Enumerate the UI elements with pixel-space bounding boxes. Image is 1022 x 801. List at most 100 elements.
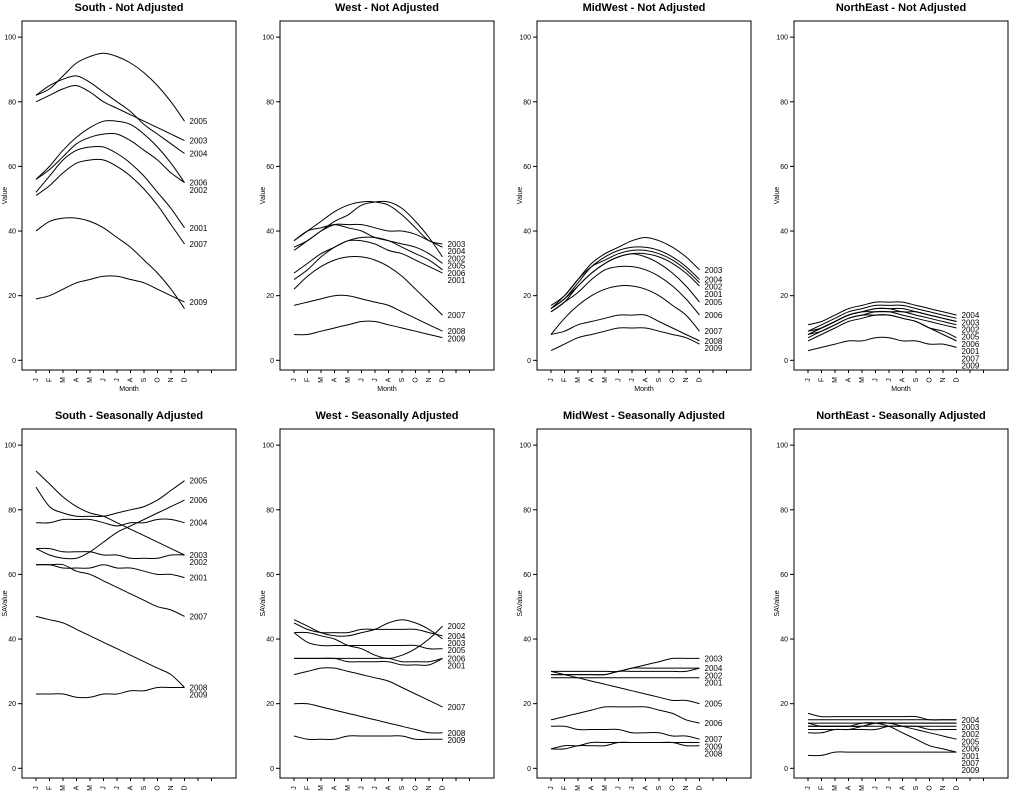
series-end-label: 2009: [448, 334, 466, 343]
x-tick-label: D: [182, 377, 189, 382]
series-line: [35, 615, 185, 688]
x-tick-label: O: [670, 377, 677, 383]
series-line: [807, 751, 957, 757]
series-end-label: 2005: [448, 646, 466, 655]
y-axis-label: Value: [2, 187, 9, 204]
y-tick-label: 60: [266, 572, 274, 579]
y-tick-label: 60: [523, 164, 531, 171]
series-line: [293, 201, 443, 245]
y-tick-label: 60: [8, 572, 16, 579]
chart-panel: West - Seasonally Adjusted020406080100SA…: [260, 410, 495, 791]
series-end-label: 2008: [448, 729, 466, 738]
series-end-label: 2005: [448, 262, 466, 271]
series-line: [293, 667, 443, 708]
series-end-label: 2003: [962, 723, 980, 732]
y-tick-label: 80: [266, 99, 274, 106]
x-axis-label: Month: [891, 386, 911, 393]
y-tick-label: 100: [776, 35, 788, 42]
series-end-label: 2004: [448, 247, 466, 256]
x-tick-label: J: [101, 786, 108, 790]
series-end-label: 2007: [705, 327, 723, 336]
series-end-label: 2006: [705, 719, 723, 728]
x-tick-label: M: [602, 785, 609, 791]
series-line: [35, 686, 185, 699]
plot-frame: [279, 20, 495, 371]
x-tick-label: S: [913, 377, 920, 382]
x-tick-label: M: [345, 377, 352, 383]
series-line: [35, 75, 185, 154]
plot-frame: [793, 428, 1009, 779]
x-tick-label: M: [832, 377, 839, 383]
series-end-label: 2008: [705, 337, 723, 346]
series-end-label: 2004: [962, 716, 980, 725]
x-tick-label: M: [318, 377, 325, 383]
y-tick-label: 20: [266, 701, 274, 708]
x-tick-label: N: [168, 377, 175, 382]
series-end-label: 2009: [190, 298, 208, 307]
series-line: [807, 336, 957, 352]
series-end-label: 2006: [448, 654, 466, 663]
panel-title: NorthEast - Seasonally Adjusted: [816, 410, 986, 422]
panel-title: South - Not Adjusted: [75, 2, 184, 14]
y-tick-label: 40: [523, 637, 531, 644]
x-tick-label: J: [548, 378, 555, 382]
series-end-label: 2001: [705, 290, 723, 299]
y-tick-label: 20: [266, 293, 274, 300]
series-end-label: 2009: [705, 742, 723, 751]
series-line: [35, 470, 185, 556]
series-line: [35, 563, 185, 579]
y-tick-label: 40: [8, 229, 16, 236]
panel-title: West - Seasonally Adjusted: [315, 410, 458, 422]
series-line: [551, 667, 700, 673]
y-tick-label: 20: [780, 701, 788, 708]
series-end-label: 2007: [190, 612, 208, 621]
x-tick-label: N: [168, 785, 175, 790]
series-line: [35, 275, 185, 303]
series-line: [35, 499, 185, 560]
series-end-label: 2001: [962, 752, 980, 761]
y-tick-label: 100: [262, 443, 274, 450]
x-tick-label: J: [114, 786, 121, 790]
x-tick-label: F: [819, 378, 826, 382]
y-tick-label: 100: [262, 35, 274, 42]
series-end-label: 2001: [190, 574, 208, 583]
plot-frame: [279, 428, 495, 779]
y-tick-label: 40: [780, 229, 788, 236]
panel-title: NorthEast - Not Adjusted: [836, 2, 966, 14]
series-end-label: 2007: [962, 759, 980, 768]
x-tick-label: N: [683, 377, 690, 382]
series-line: [550, 265, 700, 316]
y-tick-label: 0: [270, 358, 274, 365]
y-tick-label: 80: [8, 99, 16, 106]
x-tick-label: D: [440, 785, 447, 790]
series-end-label: 2007: [190, 240, 208, 249]
x-tick-label: A: [332, 377, 339, 382]
series-line: [293, 224, 443, 264]
series-end-label: 2009: [190, 691, 208, 700]
series-end-label: 2002: [448, 622, 466, 631]
series-line: [550, 657, 700, 676]
series-end-label: 2002: [190, 558, 208, 567]
x-tick-label: J: [805, 378, 812, 382]
x-tick-label: J: [873, 378, 880, 382]
series-end-label: 2003: [448, 639, 466, 648]
x-tick-label: A: [332, 785, 339, 790]
series-end-label: 2003: [705, 266, 723, 275]
x-tick-label: N: [683, 785, 690, 790]
x-tick-label: O: [927, 785, 934, 791]
x-tick-label: J: [359, 786, 366, 790]
series-end-label: 2004: [962, 311, 980, 320]
series-line: [293, 200, 443, 258]
y-tick-label: 40: [780, 637, 788, 644]
y-tick-label: 0: [527, 358, 531, 365]
series-line: [550, 236, 700, 306]
x-tick-label: J: [291, 378, 298, 382]
series-line: [35, 145, 185, 229]
series-line: [35, 563, 185, 617]
plot-frame: [793, 20, 1009, 371]
x-tick-label: M: [575, 785, 582, 791]
y-tick-label: 20: [523, 293, 531, 300]
x-tick-label: D: [697, 785, 704, 790]
chart-panel: West - Not Adjusted 0 20 40 60 80 100 Value J F M A…: [260, 2, 495, 393]
panel-title: MidWest - Seasonally Adjusted: [563, 410, 725, 422]
